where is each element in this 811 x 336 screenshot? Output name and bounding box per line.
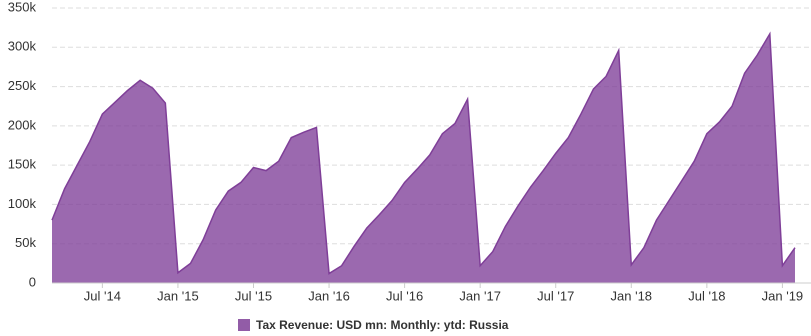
- legend-label: Tax Revenue: USD mn: Monthly: ytd: Russi…: [256, 318, 509, 332]
- x-tick-label: Jul '14: [84, 288, 121, 303]
- y-tick-label: 350k: [8, 0, 37, 14]
- y-tick-label: 100k: [8, 196, 37, 211]
- x-tick-label: Jan '16: [308, 288, 350, 303]
- y-tick-label: 150k: [8, 157, 37, 172]
- x-tick-label: Jan '18: [611, 288, 653, 303]
- y-tick-label: 200k: [8, 117, 37, 132]
- line: [51, 31, 796, 275]
- x-tick-label: Jul '16: [386, 288, 423, 303]
- x-tick-label: Jul '17: [537, 288, 574, 303]
- y-tick-label: 300k: [8, 39, 37, 54]
- y-tick-label: 250k: [8, 78, 37, 93]
- x-tick-label: Jul '15: [235, 288, 272, 303]
- x-tick-label: Jan '15: [157, 288, 199, 303]
- x-tick-label: Jul '18: [688, 288, 725, 303]
- x-tick-label: Jan '19: [762, 288, 804, 303]
- legend-swatch: [238, 319, 250, 331]
- y-tick-label: 0: [29, 274, 36, 289]
- x-tick-label: Jan '17: [459, 288, 501, 303]
- area: [52, 33, 795, 283]
- y-tick-label: 50k: [15, 235, 36, 250]
